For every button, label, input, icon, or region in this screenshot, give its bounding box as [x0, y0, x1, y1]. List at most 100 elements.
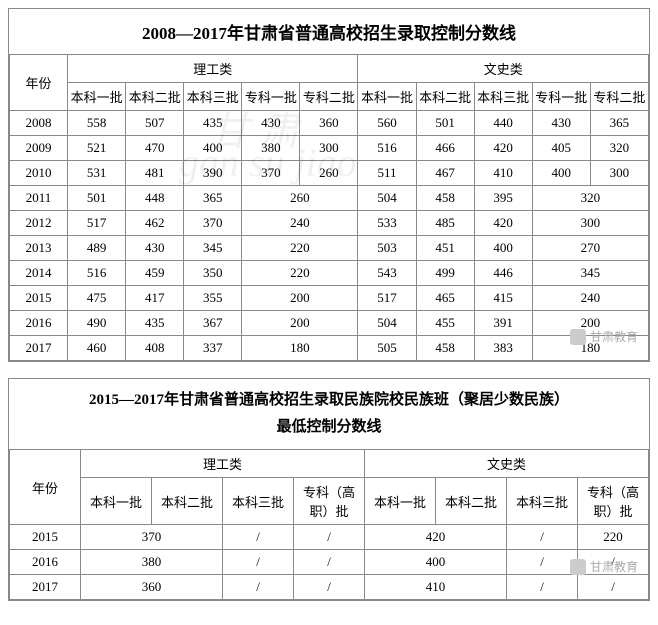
cell: 410 — [474, 161, 532, 186]
cell: 2012 — [10, 211, 68, 236]
table-1-title: 2008—2017年甘肃省普通高校招生录取控制分数线 — [10, 9, 649, 55]
cell: 420 — [474, 211, 532, 236]
table-row: 2011501448365260504458395320 — [10, 186, 649, 211]
cell: / — [223, 525, 294, 550]
cell: 466 — [416, 136, 474, 161]
cell: 560 — [358, 111, 416, 136]
cell: 415 — [474, 286, 532, 311]
cell: 345 — [532, 261, 648, 286]
cell: 2017 — [10, 336, 68, 361]
table-row: 2010531481390370260511467410400300 — [10, 161, 649, 186]
cell: 517 — [68, 211, 126, 236]
col-header: 本科二批 — [126, 83, 184, 111]
col-group-sci-2: 理工类 — [81, 450, 365, 478]
col-year: 年份 — [10, 55, 68, 111]
cell: 490 — [68, 311, 126, 336]
cell: 435 — [184, 111, 242, 136]
cell: 380 — [242, 136, 300, 161]
col-group-art: 文史类 — [358, 55, 649, 83]
cell: / — [507, 525, 578, 550]
cell: 458 — [416, 336, 474, 361]
cell: 370 — [242, 161, 300, 186]
cell: 408 — [126, 336, 184, 361]
brand-text: 甘肃教育 — [590, 328, 638, 345]
cell: 2011 — [10, 186, 68, 211]
cell: 543 — [358, 261, 416, 286]
brand-text: 甘肃教育 — [590, 558, 638, 575]
col-group-sci: 理工类 — [68, 55, 358, 83]
cell: 531 — [68, 161, 126, 186]
cell: 533 — [358, 211, 416, 236]
cell: 430 — [126, 236, 184, 261]
cell: 200 — [242, 311, 358, 336]
table-row: 2016380//400// — [10, 550, 649, 575]
cell: 370 — [81, 525, 223, 550]
cell: 504 — [358, 186, 416, 211]
cell: 459 — [126, 261, 184, 286]
cell: 400 — [474, 236, 532, 261]
cell: 400 — [532, 161, 590, 186]
col-header: 专科二批 — [300, 83, 358, 111]
cell: 355 — [184, 286, 242, 311]
cell: 180 — [242, 336, 358, 361]
cell: 300 — [532, 211, 648, 236]
brand-footer-1: 甘肃教育 — [570, 328, 638, 345]
cell: 517 — [358, 286, 416, 311]
cell: 440 — [474, 111, 532, 136]
cell: / — [294, 525, 365, 550]
cell: 2014 — [10, 261, 68, 286]
cell: 507 — [126, 111, 184, 136]
cell: 504 — [358, 311, 416, 336]
cell: 2009 — [10, 136, 68, 161]
score-table-2: 2015—2017年甘肃省普通高校招生录取民族院校民族班（聚居少数民族）最低控制… — [9, 379, 649, 600]
col-header: 本科三批 — [184, 83, 242, 111]
cell: 367 — [184, 311, 242, 336]
cell: 2017 — [10, 575, 81, 600]
table-2-title: 2015—2017年甘肃省普通高校招生录取民族院校民族班（聚居少数民族）最低控制… — [10, 379, 649, 450]
cell: 558 — [68, 111, 126, 136]
cell: 220 — [242, 236, 358, 261]
table-row: 2014516459350220543499446345 — [10, 261, 649, 286]
table-row: 2017460408337180505458383180 — [10, 336, 649, 361]
col-header: 本科二批 — [416, 83, 474, 111]
cell: 417 — [126, 286, 184, 311]
cell: 501 — [416, 111, 474, 136]
cell: 499 — [416, 261, 474, 286]
cell: / — [294, 575, 365, 600]
col-header: 专科一批 — [532, 83, 590, 111]
table-row: 2015475417355200517465415240 — [10, 286, 649, 311]
cell: 200 — [242, 286, 358, 311]
col-header: 专科一批 — [242, 83, 300, 111]
cell: 420 — [365, 525, 507, 550]
cell: 300 — [590, 161, 648, 186]
table-row: 2008558507435430360560501440430365 — [10, 111, 649, 136]
col-year-2: 年份 — [10, 450, 81, 525]
cell: 365 — [590, 111, 648, 136]
col-header: 本科一批 — [358, 83, 416, 111]
cell: 451 — [416, 236, 474, 261]
table-row: 2012517462370240533485420300 — [10, 211, 649, 236]
col-header: 本科二批 — [152, 478, 223, 525]
cell: 320 — [590, 136, 648, 161]
cell: 383 — [474, 336, 532, 361]
cell: 462 — [126, 211, 184, 236]
cell: 430 — [532, 111, 590, 136]
cell: 521 — [68, 136, 126, 161]
score-table-1: 2008—2017年甘肃省普通高校招生录取控制分数线 年份 理工类 文史类 本科… — [9, 9, 649, 361]
cell: 260 — [300, 161, 358, 186]
cell: / — [578, 575, 649, 600]
col-header: 专科二批 — [590, 83, 648, 111]
cell: 360 — [81, 575, 223, 600]
cell: 240 — [242, 211, 358, 236]
table-2-container: 2015—2017年甘肃省普通高校招生录取民族院校民族班（聚居少数民族）最低控制… — [8, 378, 650, 601]
table-1-container: 甘 肃 gan su jiao 2008—2017年甘肃省普通高校招生录取控制分… — [8, 8, 650, 362]
cell: 516 — [358, 136, 416, 161]
cell: 481 — [126, 161, 184, 186]
table-row: 2017360//410// — [10, 575, 649, 600]
cell: 410 — [365, 575, 507, 600]
cell: 350 — [184, 261, 242, 286]
cell: 2010 — [10, 161, 68, 186]
cell: 400 — [365, 550, 507, 575]
cell: 220 — [242, 261, 358, 286]
cell: 2015 — [10, 286, 68, 311]
